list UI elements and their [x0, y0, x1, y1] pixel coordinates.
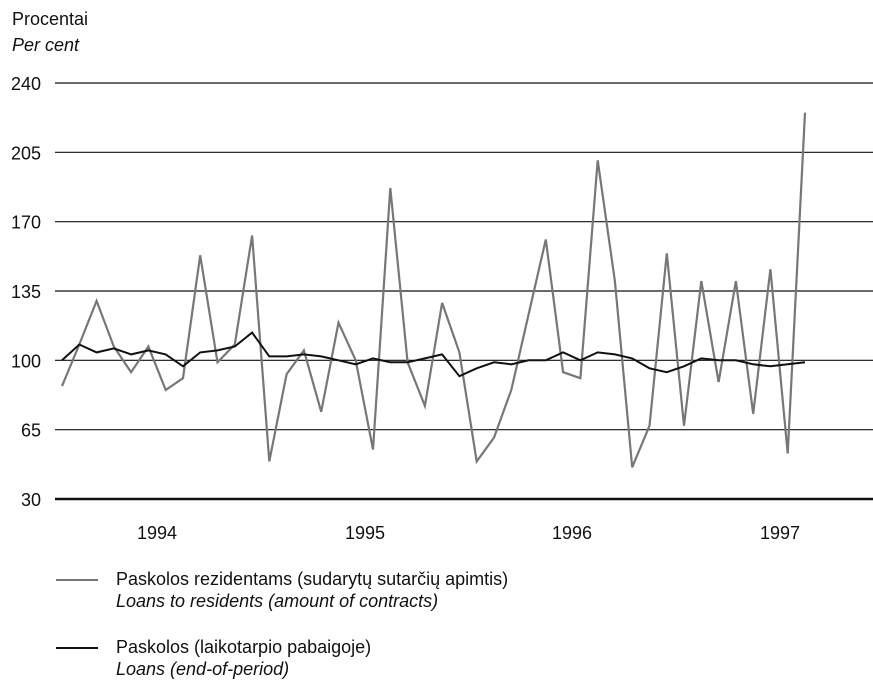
legend-swatch-loans-end-of-period: [56, 647, 98, 649]
x-tick-label: 1996: [552, 523, 592, 543]
x-tick-label: 1994: [137, 523, 177, 543]
y-tick-label: 240: [11, 74, 41, 94]
x-tick-label: 1997: [760, 523, 800, 543]
y-tick-label: 65: [21, 421, 41, 441]
y-tick-label: 100: [11, 351, 41, 371]
x-tick-label: 1995: [345, 523, 385, 543]
series-line-loans-end-of-period: [61, 331, 806, 378]
series-line-loans-to-residents: [60, 112, 807, 468]
legend-label-en: Loans to residents (amount of contracts): [116, 591, 439, 611]
legend-swatch-loans-to-residents: [56, 579, 98, 581]
y-tick-label: 170: [11, 213, 41, 233]
line-chart: 240 205 170 135 100 65 30 1994 1995 1996 1997: [11, 74, 873, 543]
y-axis-label: Procentai: [12, 9, 89, 29]
legend-label-lt: Paskolos rezidentams (sudarytų sutarčių …: [116, 569, 509, 589]
y-axis-label-english: Per cent: [12, 35, 80, 55]
legend-label-lt: Paskolos (laikotarpio pabaigoje): [116, 637, 372, 657]
legend-label-en: Loans (end-of-period): [116, 659, 290, 679]
y-tick-label: 135: [11, 282, 41, 302]
y-tick-label: 205: [11, 143, 41, 163]
y-tick-label: 30: [21, 490, 41, 510]
